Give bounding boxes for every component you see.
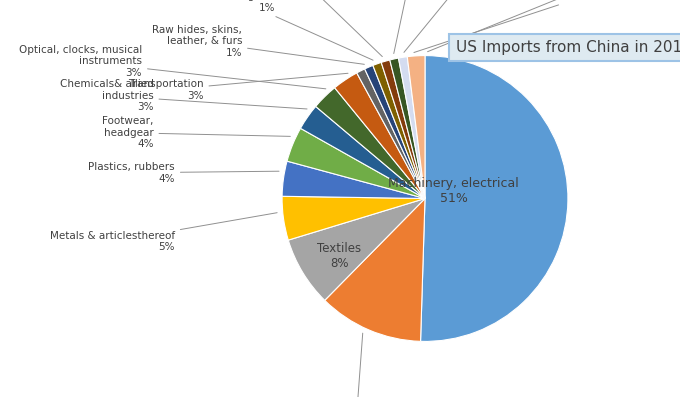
Text: Machinery, electrical
51%: Machinery, electrical 51% [388,177,519,205]
Text: Raw hides, skins,
leather, & furs
1%: Raw hides, skins, leather, & furs 1% [152,25,364,64]
Text: Optical, clocks, musical
instruments
3%: Optical, clocks, musical instruments 3% [19,45,326,89]
Text: Metals & articlesthereof
5%: Metals & articlesthereof 5% [50,213,277,252]
Wedge shape [335,73,425,198]
Wedge shape [381,60,425,198]
Text: Textiles
8%: Textiles 8% [317,242,361,270]
Wedge shape [420,56,568,341]
Wedge shape [282,161,425,198]
Text: Others
2%: Others 2% [428,0,617,52]
Wedge shape [287,128,425,198]
Wedge shape [357,69,425,198]
Wedge shape [288,198,425,301]
Text: US Imports from China in 2017: US Imports from China in 2017 [456,40,680,55]
Text: Pulp of wood,
paper
1%: Pulp of wood, paper 1% [258,0,382,57]
Wedge shape [301,106,425,198]
Text: Wood & wood products
1%: Wood & wood products 1% [414,0,663,52]
Wedge shape [364,66,425,198]
Text: Stone, glass
1%: Stone, glass 1% [211,0,373,60]
Wedge shape [282,196,425,240]
Text: Food, beverages,
tobacco
1%: Food, beverages, tobacco 1% [369,0,458,54]
Wedge shape [373,62,425,198]
Wedge shape [407,56,425,198]
Text: Chemicals& allied
industries
3%: Chemicals& allied industries 3% [60,79,307,112]
Wedge shape [390,58,425,198]
Text: Precious metals &
articlesthereof
1%: Precious metals & articlesthereof 1% [404,0,526,52]
Text: Transportation
3%: Transportation 3% [128,73,348,101]
Wedge shape [398,57,425,198]
Text: Furniture, toy,
miscellaneous
manufactured articles
12%: Furniture, toy, miscellaneous manufactur… [296,333,411,397]
Wedge shape [316,88,425,198]
Text: Plastics, rubbers
4%: Plastics, rubbers 4% [88,162,279,183]
Wedge shape [325,198,425,341]
Text: Footwear,
headgear
4%: Footwear, headgear 4% [102,116,290,149]
